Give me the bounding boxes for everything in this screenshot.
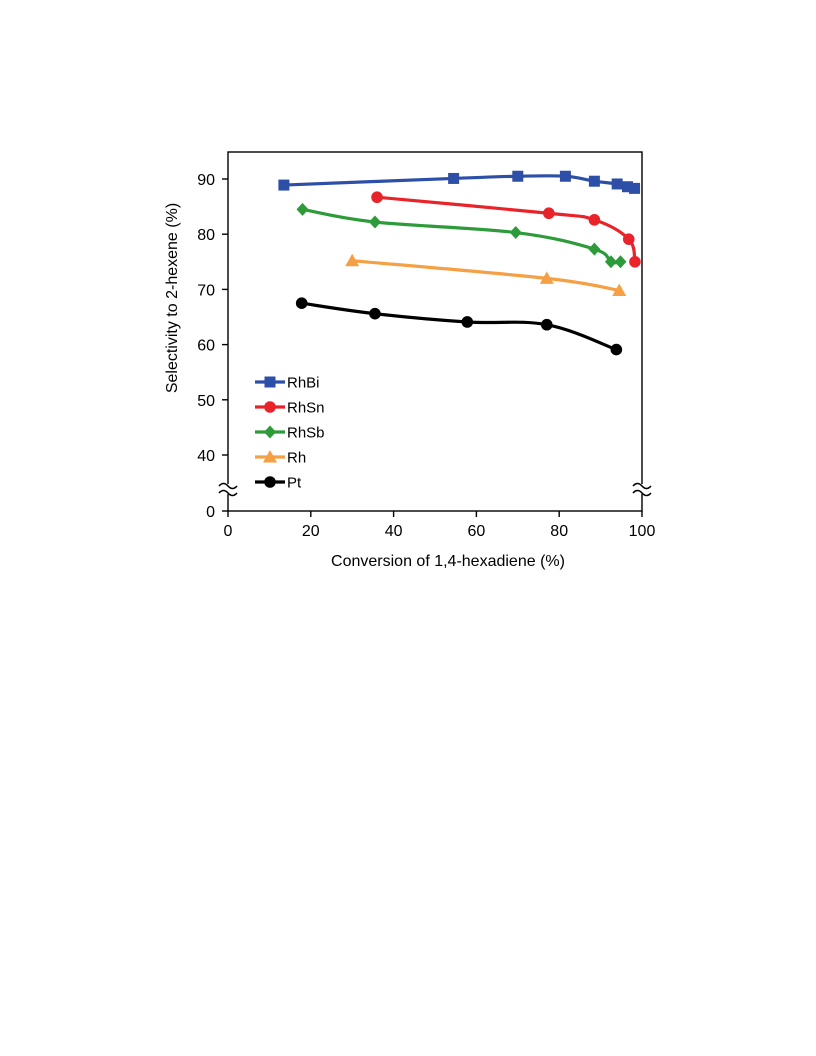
y-axis-title: Selectivity to 2-hexene (%): [164, 203, 181, 393]
axis-break-gap: [219, 484, 237, 494]
x-axis-title: Conversion of 1,4-hexadiene (%): [331, 553, 565, 570]
legend-item-rhsn: RhSn: [255, 400, 325, 417]
legend-item-pt: Pt: [255, 475, 302, 492]
y-tick-label: 90: [197, 172, 215, 189]
y-tick-label: 40: [197, 448, 215, 465]
legend-item-rhsb: RhSb: [255, 425, 325, 442]
data-point-rhsb: [368, 215, 381, 229]
data-point-rhsb: [614, 255, 627, 269]
legend-item-rhbi: RhBi: [255, 375, 320, 392]
data-point-pt: [461, 316, 474, 328]
series-rh: [345, 253, 627, 297]
y-tick-label: 70: [197, 282, 215, 299]
y-tick-label: 60: [197, 338, 215, 355]
series-line-rhbi: [283, 174, 635, 190]
series-rhsn: [371, 191, 641, 268]
data-point-pt: [610, 343, 623, 356]
data-point-rh: [539, 271, 554, 284]
data-point-rh: [345, 253, 360, 267]
data-point-rhsn: [371, 191, 383, 204]
x-tick-label: 100: [629, 523, 656, 540]
data-point-rhbi: [611, 178, 623, 190]
axis-break-line: [218, 482, 238, 490]
x-tick-label: 20: [302, 523, 320, 540]
legend-label: Rh: [287, 450, 306, 467]
legend-swatch-marker: [264, 376, 276, 388]
data-point-rhsn: [543, 207, 555, 220]
data-point-rhbi: [629, 182, 641, 194]
series-line-rhsb: [302, 207, 621, 265]
data-point-pt: [369, 307, 381, 320]
legend-swatch-marker: [264, 425, 276, 439]
data-point-rhsn: [622, 233, 635, 245]
data-point-rhbi: [448, 172, 460, 184]
legend-swatch-marker: [264, 401, 276, 413]
legend-swatch-marker: [264, 476, 276, 488]
x-tick-label: 80: [550, 523, 568, 540]
axis-break-line: [218, 489, 238, 497]
legend-label: Pt: [287, 475, 302, 492]
series-layer: [278, 170, 641, 356]
axis-break-line: [632, 489, 652, 497]
y-tick-label: 0: [206, 504, 215, 521]
axis-break-line: [632, 482, 652, 490]
series-line-rh: [352, 259, 620, 293]
legend: RhBi RhSn RhSb Rh Pt: [255, 375, 325, 492]
series-rhbi: [278, 170, 641, 194]
data-point-rhsb: [588, 242, 601, 256]
axis-break-marks: [218, 482, 652, 497]
data-point-rhsb: [509, 226, 522, 240]
data-point-rhbi: [588, 175, 600, 187]
data-point-rhbi: [512, 170, 524, 182]
data-point-rhbi: [559, 170, 571, 182]
data-point-pt: [540, 318, 553, 331]
data-point-rhbi: [622, 181, 634, 193]
x-tick-label: 0: [224, 523, 233, 540]
legend-label: RhSn: [287, 400, 325, 417]
series-rhsb: [296, 202, 627, 269]
data-point-rhsn: [588, 214, 601, 226]
data-point-rhsb: [604, 255, 617, 269]
legend-label: RhBi: [287, 375, 320, 392]
ticks-layer: 0 20 40 60 80 100 40 50 60 70 80 90 0: [197, 172, 655, 540]
data-point-rh: [612, 283, 627, 297]
plot-frame: [227, 151, 643, 512]
data-point-rhsn: [629, 255, 641, 268]
axis-break-gap: [633, 484, 651, 494]
data-point-rhsb: [296, 202, 309, 216]
x-tick-label: 60: [468, 523, 486, 540]
y-tick-label: 80: [197, 227, 215, 244]
data-point-rhbi: [278, 179, 290, 191]
legend-swatch-marker: [263, 450, 277, 463]
legend-item-rh: Rh: [255, 450, 306, 467]
y-tick-label: 50: [197, 393, 215, 410]
series-pt: [295, 297, 623, 356]
legend-label: RhSb: [287, 425, 325, 442]
series-line-pt: [301, 301, 617, 352]
data-point-pt: [295, 297, 308, 310]
x-tick-label: 40: [385, 523, 403, 540]
